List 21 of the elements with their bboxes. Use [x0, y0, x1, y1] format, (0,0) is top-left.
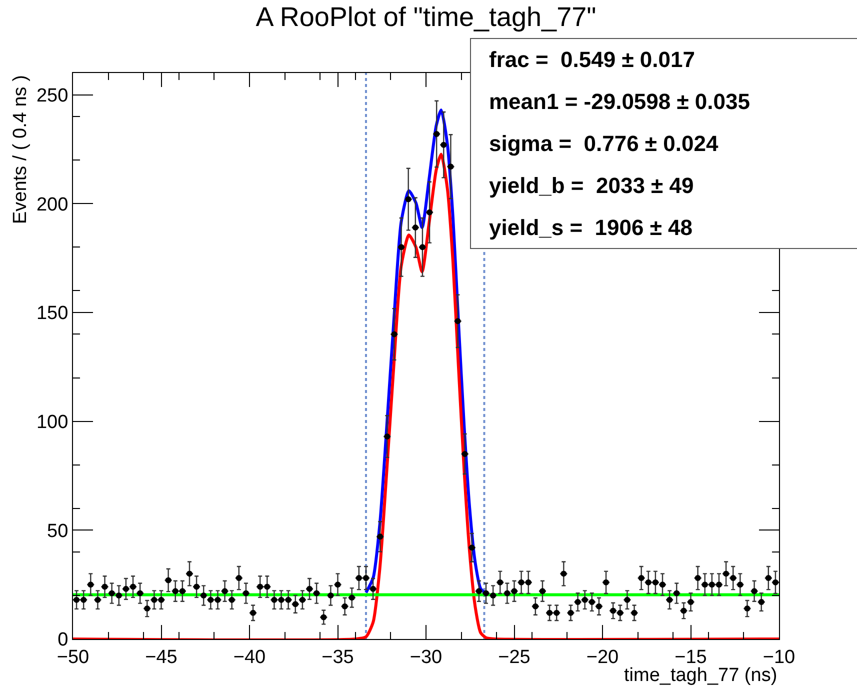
annotation: mean1 = -29.0598 ± 0.035 [489, 88, 751, 116]
x-tick-label: −15 [674, 646, 707, 668]
annotation: yield_b = 2033 ± 49 [489, 172, 695, 200]
x-tick-label: −25 [498, 646, 530, 668]
y-tick-label: 150 [36, 303, 68, 324]
y-tick-label: 50 [47, 520, 68, 542]
x-tick-label: −45 [145, 646, 178, 668]
y-axis-title: Events / ( 0.4 ns ) [10, 75, 31, 224]
text: frac = 0.549 ± 0.017 [489, 47, 695, 72]
x-tick-label: −35 [322, 646, 354, 668]
y-tick-label: 100 [36, 412, 68, 433]
x-tick-label: −30 [410, 646, 442, 668]
y-tick-label: 200 [36, 194, 68, 216]
annotation: yield_s = 1906 ± 48 [489, 214, 694, 242]
x-axis-title: time_tagh_77 (ns) [624, 665, 778, 686]
x-tick-label: −40 [233, 646, 266, 668]
x-tick-label: −10 [762, 646, 796, 668]
chart-title: A RooPlot of "time_tagh_77" [256, 2, 596, 32]
y-tick-label: 250 [36, 85, 68, 106]
annotation: sigma = 0.776 ± 0.024 [489, 130, 720, 158]
x-tick-label: −20 [586, 646, 619, 668]
